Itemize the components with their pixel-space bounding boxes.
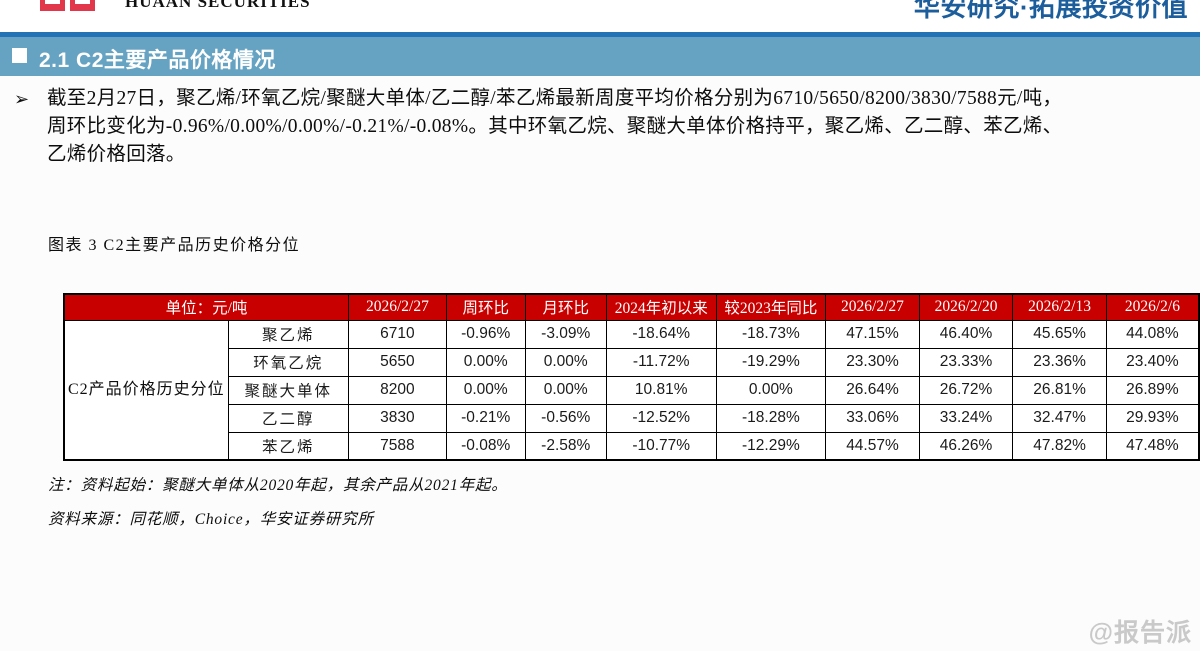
arrow-bullet-icon: ➢: [14, 89, 30, 109]
column-header: 2026/2/27: [347, 293, 447, 321]
product-name: 苯乙烯: [227, 431, 349, 461]
table-note: 注：资料起始：聚醚大单体从2020年起，其余产品从2021年起。: [48, 477, 508, 494]
value-cell: 0.00%: [524, 375, 607, 405]
value-cell: -18.28%: [715, 403, 827, 433]
value-cell: 0.00%: [524, 347, 607, 377]
value-cell: 44.57%: [825, 431, 920, 461]
value-cell: 6710: [347, 319, 447, 349]
value-cell: -12.52%: [605, 403, 717, 433]
value-cell: 26.64%: [825, 375, 920, 405]
value-cell: 23.40%: [1105, 347, 1200, 377]
section-title-bar: 2.1 C2主要产品价格情况: [0, 37, 1200, 76]
square-bullet-icon: [12, 48, 27, 63]
column-header: 2026/2/6: [1105, 293, 1200, 321]
value-cell: 23.33%: [918, 347, 1014, 377]
column-header: 2024年初以来: [605, 293, 717, 321]
value-cell: 29.93%: [1105, 403, 1200, 433]
summary-line: 周环比变化为-0.96%/0.00%/0.00%/-0.21%/-0.08%。其…: [47, 116, 1063, 137]
value-cell: -2.58%: [524, 431, 607, 461]
column-header: 周环比: [445, 293, 526, 321]
data-source: 资料来源：同花顺，Choice，华安证券研究所: [48, 511, 374, 528]
table-row: 环氧乙烷 5650 0.00% 0.00% -11.72% -19.29% 23.30% 23…: [64, 347, 1200, 377]
summary-paragraph: 截至2月27日，聚乙烯/环氧乙烷/聚醚大单体/乙二醇/苯乙烯最新周度平均价格分别…: [47, 85, 1197, 169]
summary-line: 乙烯价格回落。: [47, 144, 186, 165]
value-cell: 47.15%: [825, 319, 920, 349]
value-cell: 26.72%: [918, 375, 1014, 405]
product-name: 乙二醇: [227, 403, 349, 433]
figure-caption: 图表 3 C2主要产品历史价格分位: [48, 237, 301, 254]
brand-slogan: 华安研究·拓展投资价值: [913, 0, 1188, 22]
price-table-wrap: 单位：元/吨 2026/2/27 周环比 月环比 2024年初以来 较2023年同比 202…: [63, 293, 1200, 461]
value-cell: 33.06%: [825, 403, 920, 433]
value-cell: 5650: [347, 347, 447, 377]
product-name: 聚醚大单体: [227, 375, 349, 405]
value-cell: 46.26%: [918, 431, 1014, 461]
value-cell: 23.36%: [1012, 347, 1107, 377]
value-cell: -10.77%: [605, 431, 717, 461]
column-header: 2026/2/20: [918, 293, 1014, 321]
value-cell: 3830: [347, 403, 447, 433]
product-name: 聚乙烯: [227, 319, 349, 349]
row-group-label: C2产品价格历史分位: [63, 319, 229, 461]
value-cell: -12.29%: [715, 431, 827, 461]
value-cell: 47.48%: [1105, 431, 1200, 461]
table-row: 苯乙烯 7588 -0.08% -2.58% -10.77% -12.29% 44.57% 4…: [64, 431, 1200, 461]
value-cell: 33.24%: [918, 403, 1014, 433]
brand-strip: HUAAN SECURITIES 华安研究·拓展投资价值: [0, 0, 1200, 32]
value-cell: -3.09%: [524, 319, 607, 349]
column-header: 月环比: [524, 293, 607, 321]
value-cell: -0.56%: [524, 403, 607, 433]
value-cell: -18.64%: [605, 319, 717, 349]
value-cell: 0.00%: [445, 375, 526, 405]
value-cell: 32.47%: [1012, 403, 1107, 433]
huaan-logo-icon: [40, 0, 65, 11]
divider-line: [0, 32, 1200, 37]
value-cell: 26.89%: [1105, 375, 1200, 405]
column-header: 2026/2/27: [825, 293, 920, 321]
value-cell: 0.00%: [445, 347, 526, 377]
value-cell: -11.72%: [605, 347, 717, 377]
table-row: C2产品价格历史分位 聚乙烯 6710 -0.96% -3.09% -18.64% -18.…: [63, 319, 1200, 461]
value-cell: 44.08%: [1105, 319, 1200, 349]
table-row: 聚醚大单体 8200 0.00% 0.00% 10.81% 0.00% 26.64% 26.7…: [64, 375, 1200, 405]
price-table: 单位：元/吨 2026/2/27 周环比 月环比 2024年初以来 较2023年同比 202…: [63, 293, 1200, 461]
summary-line: 截至2月27日，聚乙烯/环氧乙烷/聚醚大单体/乙二醇/苯乙烯最新周度平均价格分别…: [47, 88, 1063, 109]
value-cell: 7588: [347, 431, 447, 461]
table-row: 乙二醇 3830 -0.21% -0.56% -12.52% -18.28% 33.06% 3…: [64, 403, 1200, 433]
value-cell: 46.40%: [918, 319, 1014, 349]
value-cell: 26.81%: [1012, 375, 1107, 405]
value-cell: 8200: [347, 375, 447, 405]
huaan-logo-icon: [70, 0, 95, 11]
value-cell: 45.65%: [1012, 319, 1107, 349]
value-cell: -18.73%: [715, 319, 827, 349]
watermark: @报告派: [1088, 619, 1192, 647]
section-title: 2.1 C2主要产品价格情况: [39, 49, 276, 72]
value-cell: 0.00%: [715, 375, 827, 405]
value-cell: -0.96%: [445, 319, 526, 349]
value-cell: -0.21%: [445, 403, 526, 433]
column-header: 2026/2/13: [1012, 293, 1107, 321]
brand-name: HUAAN SECURITIES: [125, 0, 311, 11]
value-cell: -0.08%: [445, 431, 526, 461]
value-cell: 47.82%: [1012, 431, 1107, 461]
product-name: 环氧乙烷: [227, 347, 349, 377]
column-header: 较2023年同比: [715, 293, 827, 321]
value-cell: 23.30%: [825, 347, 920, 377]
value-cell: -19.29%: [715, 347, 827, 377]
value-cell: 10.81%: [605, 375, 717, 405]
column-header: 单位：元/吨: [63, 293, 349, 321]
